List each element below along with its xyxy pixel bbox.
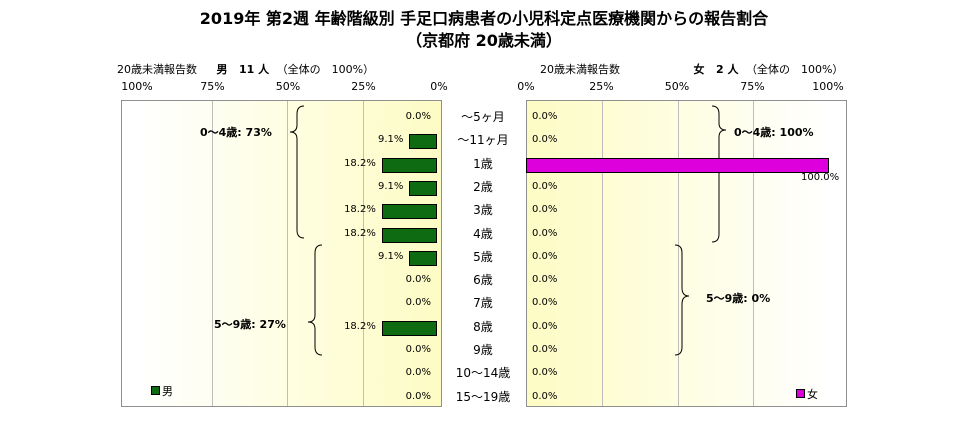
female-axis-tick-label: 50% bbox=[664, 80, 690, 93]
male-value-label: 0.0% bbox=[405, 274, 431, 286]
male-value-label: 0.0% bbox=[405, 297, 431, 309]
male-gridline bbox=[287, 101, 288, 406]
female-plot-area bbox=[526, 100, 847, 407]
male-value-label: 9.1% bbox=[378, 134, 404, 146]
female-value-label: 100.0% bbox=[801, 171, 840, 183]
male-legend: 男 bbox=[151, 383, 173, 399]
male-0-4-summary: 0〜4歳: 73% bbox=[200, 126, 272, 139]
female-value-label: 0.0% bbox=[532, 180, 558, 192]
male-5-9-bracket bbox=[307, 244, 323, 356]
category-label: 2歳 bbox=[473, 179, 493, 194]
female-value-label: 0.0% bbox=[532, 390, 558, 402]
category-label: 15〜19歳 bbox=[455, 389, 511, 404]
male-bar bbox=[409, 250, 437, 266]
female-value-label: 0.0% bbox=[532, 320, 558, 332]
male-5-9-summary: 5〜9歳: 27% bbox=[214, 318, 286, 331]
male-header-note: （全体の 100%） bbox=[276, 63, 375, 76]
female-gridline bbox=[602, 101, 603, 406]
male-legend-swatch bbox=[151, 386, 160, 395]
category-label: 7歳 bbox=[473, 296, 493, 311]
female-gridline bbox=[678, 101, 679, 406]
male-gridline bbox=[212, 101, 213, 406]
male-bar bbox=[381, 157, 437, 173]
male-value-label: 18.2% bbox=[344, 204, 376, 216]
female-legend-label: 女 bbox=[807, 388, 818, 401]
female-legend-swatch bbox=[796, 389, 805, 398]
female-legend: 女 bbox=[796, 386, 818, 402]
male-value-label: 18.2% bbox=[344, 227, 376, 239]
male-value-label: 0.0% bbox=[405, 111, 431, 122]
chart-title: 2019年 第2週 年齢階級別 手足口病患者の小児科定点医療機関からの報告割合 bbox=[199, 9, 769, 28]
category-label: 10〜14歳 bbox=[455, 366, 511, 381]
female-axis-tick-label: 100% bbox=[812, 80, 844, 93]
male-axis-tick-label: 75% bbox=[200, 80, 225, 93]
female-header: 20歳未満報告数 女 2 人 （全体の 100%） bbox=[540, 61, 843, 77]
male-axis-tick-label: 25% bbox=[351, 80, 376, 93]
female-axis-tick-label: 75% bbox=[740, 80, 765, 93]
male-gridline bbox=[363, 101, 364, 406]
male-0-4-bracket bbox=[289, 105, 305, 239]
category-label: 4歳 bbox=[473, 226, 493, 241]
male-legend-label: 男 bbox=[162, 385, 173, 398]
chart-subtitle: （京都府 20歳未満） bbox=[406, 31, 562, 50]
male-header-caption: 20歳未満報告数 bbox=[117, 63, 197, 76]
male-axis-tick-label: 100% bbox=[121, 80, 153, 93]
category-label: 1歳 bbox=[473, 156, 493, 171]
category-label: 5歳 bbox=[473, 249, 493, 264]
category-label: 3歳 bbox=[473, 203, 493, 218]
male-bar bbox=[409, 134, 437, 150]
female-value-label: 0.0% bbox=[532, 344, 558, 355]
female-header-note: （全体の 100%） bbox=[745, 63, 844, 76]
male-axis-tick-label: 50% bbox=[275, 80, 301, 93]
male-bar bbox=[381, 227, 437, 243]
male-value-label: 18.2% bbox=[344, 157, 376, 169]
male-value-label: 9.1% bbox=[378, 250, 404, 262]
female-value-label: 0.0% bbox=[532, 367, 558, 379]
category-label: 〜5ヶ月 bbox=[461, 110, 505, 124]
female-header-caption: 20歳未満報告数 bbox=[540, 63, 620, 76]
female-axis-tick-label: 0% bbox=[517, 80, 535, 93]
male-plot-area bbox=[121, 100, 442, 407]
male-value-label: 9.1% bbox=[378, 180, 404, 192]
male-bar bbox=[381, 320, 437, 336]
female-bar bbox=[526, 157, 829, 173]
male-axis-tick-label: 0% bbox=[430, 80, 448, 93]
male-value-label: 0.0% bbox=[405, 344, 431, 355]
female-5-9-summary: 5〜9歳: 0% bbox=[706, 292, 771, 305]
female-gridline bbox=[753, 101, 754, 406]
male-bar bbox=[381, 204, 437, 220]
category-label: 6歳 bbox=[473, 273, 493, 288]
female-header-count: 2 人 bbox=[716, 63, 739, 76]
male-header-count: 11 人 bbox=[239, 63, 270, 76]
category-label: 〜11ヶ月 bbox=[457, 133, 509, 148]
male-header-label: 男 bbox=[216, 63, 228, 76]
male-header: 20歳未満報告数 男 11 人 （全体の 100%） bbox=[117, 61, 374, 77]
female-value-label: 0.0% bbox=[532, 297, 558, 309]
female-0-4-summary: 0〜4歳: 100% bbox=[734, 126, 814, 139]
female-value-label: 0.0% bbox=[532, 204, 558, 216]
male-bar bbox=[409, 180, 437, 196]
female-0-4-bracket bbox=[711, 105, 727, 243]
female-header-label: 女 bbox=[693, 63, 705, 76]
female-axis-tick-label: 25% bbox=[589, 80, 614, 93]
category-label: 8歳 bbox=[473, 319, 493, 334]
female-value-label: 0.0% bbox=[532, 111, 558, 122]
category-label: 9歳 bbox=[473, 343, 493, 357]
female-value-label: 0.0% bbox=[532, 227, 558, 239]
female-value-label: 0.0% bbox=[532, 134, 558, 146]
female-value-label: 0.0% bbox=[532, 250, 558, 262]
female-value-label: 0.0% bbox=[532, 274, 558, 286]
male-value-label: 18.2% bbox=[344, 320, 376, 332]
male-value-label: 0.0% bbox=[405, 367, 431, 379]
male-value-label: 0.0% bbox=[405, 390, 431, 402]
female-5-9-bracket bbox=[674, 244, 690, 356]
